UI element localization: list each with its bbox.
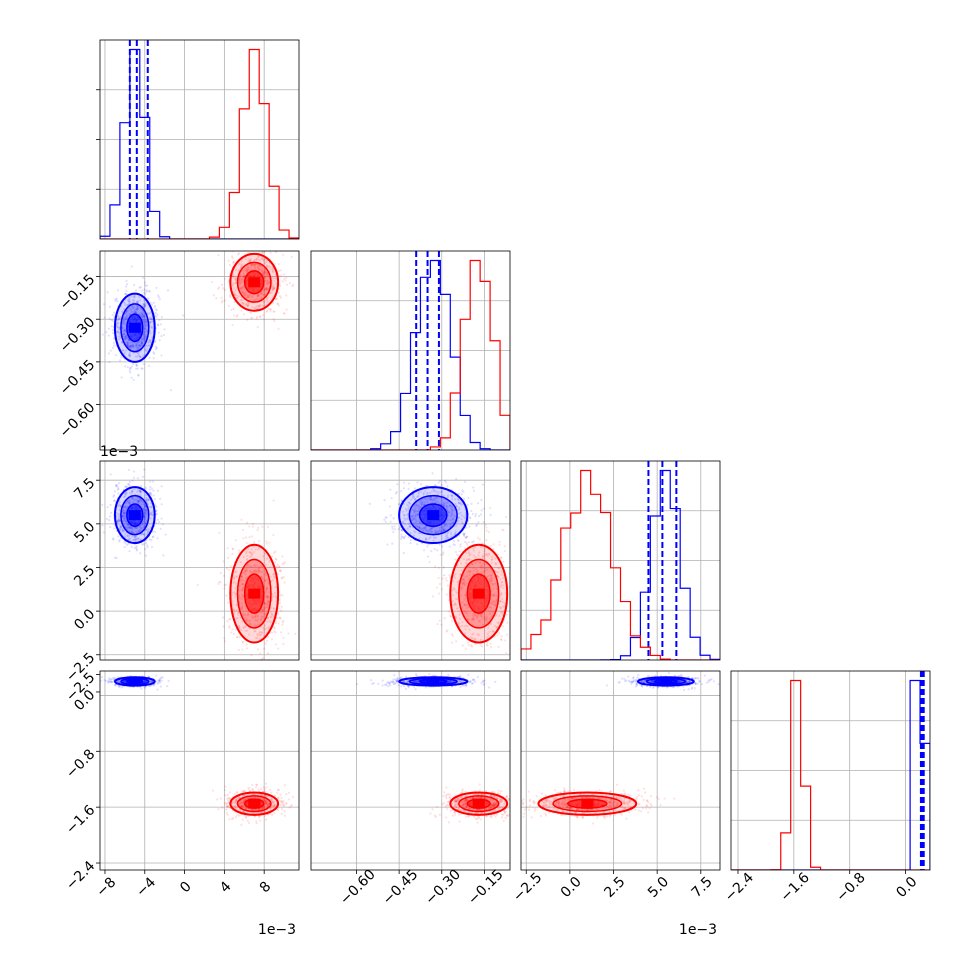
x-tick-label: −1.6 [778,870,813,905]
y-tick-label: −0.60 [57,400,99,442]
y-offset-label: 1e−3 [100,444,138,460]
x-tick-label: −0.15 [465,867,507,909]
y-axis-p3: −2.50.0−0.8−1.6−2.4 [63,670,100,893]
panel-p1-vs-p0 [99,250,300,451]
density-peak-red [248,277,261,288]
y-tick-label: −0.8 [63,746,98,781]
density-peak-red [248,588,261,599]
x-axis-p0: −8 −4 0 4 8 1e−3 [93,870,296,938]
density-peak-red [581,798,594,809]
x-tick-label: −0.60 [337,867,379,909]
hist-red-p0 [100,48,299,239]
x-axis-p2: −2.5 0.0 2.5 5.0 7.5 1e−3 [510,870,717,938]
x-tick-label: −2.5 [510,870,545,905]
hist-blue-p3 [731,679,930,870]
panel-p3-vs-p0 [99,670,300,871]
hist-blue-p0 [100,48,299,239]
density-peak-red [472,798,485,809]
x-offset-label: 1e−3 [258,922,296,938]
x-axis-p1: −0.60 −0.45 −0.30 −0.15 [337,867,507,909]
diag-panel-p3 [730,670,931,871]
x-tick-label: −2.4 [722,870,757,905]
density-peak-blue [128,510,141,521]
density-peak-blue [128,322,141,333]
y-tick-label: −1.6 [63,802,98,837]
x-tick-label: 0.0 [893,874,920,901]
x-tick-label: 0.0 [558,874,585,901]
panel-p3-vs-p2 [520,670,721,871]
y-tick-label: −0.15 [57,272,99,314]
hist-red-p1 [311,259,510,450]
x-tick-label: 5.0 [645,874,672,901]
x-tick-label: −0.30 [422,867,464,909]
hist-red-p3 [731,679,930,870]
y-tick-label: −0.45 [57,357,99,399]
hist-red-p2 [521,469,720,660]
density-peak-red [472,588,485,599]
y-tick-label: 0.0 [71,606,98,633]
x-tick-label: 7.5 [689,874,716,901]
x-axis-p3: −2.4 −1.6 −0.8 0.0 [722,870,921,905]
x-tick-label: −0.45 [380,867,422,909]
density-peak-blue [427,676,440,687]
x-tick-label: 0 [177,879,195,897]
hist-blue-p2 [521,469,720,660]
hist-blue-p1 [311,259,510,450]
y-axis-p2: 7.55.02.50.0−2.5 [63,475,100,685]
x-tick-label: −0.8 [833,870,868,905]
panel-p2-vs-p0 [99,460,300,661]
x-offset-label: 1e−3 [679,922,717,938]
x-tick-label: −4 [133,874,159,900]
y-tick-label: 2.5 [71,563,98,590]
diag-panel-p2 [520,460,721,661]
density-peak-red [248,798,261,809]
x-tick-label: 2.5 [601,874,628,901]
y-tick-label: −0.30 [57,314,99,356]
diag-panel-p0 [99,39,300,240]
density-peak-blue [128,676,141,687]
density-peak-blue [427,510,440,521]
density-peak-blue [659,676,672,687]
x-tick-label: −8 [93,874,119,900]
diag-panel-p1 [310,250,511,451]
panel-p2-vs-p1 [310,460,511,661]
x-tick-label: 4 [217,879,235,897]
y-tick-label: 5.0 [71,519,98,546]
y-tick-label: 7.5 [71,475,98,502]
x-tick-label: 8 [257,879,275,897]
panel-p3-vs-p1 [310,670,511,871]
